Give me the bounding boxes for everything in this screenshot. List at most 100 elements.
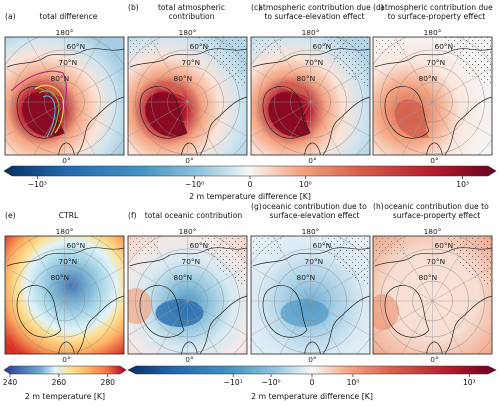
warm-anomaly (373, 294, 399, 330)
greenland-outline (16, 86, 62, 139)
map-frame (127, 235, 248, 355)
colorbar-ctrl-tick-label: 280 (101, 378, 116, 387)
contour-line (38, 90, 60, 136)
coastline (322, 96, 370, 155)
latitude-label: 70°N (305, 58, 324, 67)
map-panel-f: (f) total oceanic contribution 180° 60°N 70°… (127, 211, 248, 364)
longitude-label-0: 0° (430, 355, 438, 364)
greenland-outline (16, 285, 62, 338)
longitude-label-180: 180° (56, 28, 74, 37)
meridian-line (5, 300, 65, 336)
coastline (444, 96, 492, 155)
longitude-label-0: 0° (308, 355, 316, 364)
coastline (199, 295, 247, 354)
panel-title-line: surface-elevation effect (269, 211, 359, 220)
meridian-line (373, 300, 433, 336)
latitude-label: 80°N (51, 74, 70, 83)
coastline (181, 142, 198, 155)
map-area (373, 37, 492, 155)
map-frame (127, 36, 248, 156)
latitude-label: 60°N (313, 42, 332, 51)
map-area (5, 236, 124, 354)
colorbar-ctrl-bar (3, 365, 127, 375)
coastline (374, 247, 492, 267)
meridian-line (187, 67, 247, 103)
coastline (129, 48, 247, 68)
longitude-label-180: 180° (424, 227, 442, 236)
meridian-line (33, 101, 65, 155)
map-frame (250, 36, 371, 156)
map-frame (372, 36, 493, 156)
map-area (128, 37, 247, 155)
contour-line (42, 95, 56, 138)
latitude-label: 80°N (174, 74, 193, 83)
panel-letter: (h) (373, 202, 384, 211)
latitude-label: 70°N (59, 58, 78, 67)
coastline (76, 295, 124, 354)
meridian-line (279, 300, 311, 354)
contour-line (34, 84, 65, 134)
colorbar-top-bar (3, 165, 497, 177)
colorbar-bottom: −10¹ −10⁰ 0 10⁰ 10³ 2 m temperature differen… (127, 365, 497, 401)
panel-title-line: total atmospheric (158, 3, 225, 12)
warm-anomaly-core (268, 92, 311, 137)
coastline (6, 247, 124, 267)
latitude-label: 70°N (182, 58, 201, 67)
meridian-line (432, 67, 492, 103)
colorbar-ctrl-tick-label: 240 (3, 378, 18, 387)
latitude-label: 60°N (313, 241, 332, 250)
greenland-outline (262, 285, 308, 338)
panel-title-line: contribution (168, 12, 214, 21)
meridian-line (432, 266, 492, 302)
longitude-label-0: 0° (185, 156, 193, 165)
colorbar-bottom-tick-label: 10³ (463, 378, 476, 387)
coastline (304, 142, 321, 155)
meridian-line (5, 101, 65, 137)
longitude-label-0: 0° (62, 355, 70, 364)
panel-title-line: atmospheric contribution due (380, 3, 493, 12)
greenland-outline (262, 86, 308, 139)
panel-title-line: to surface-property effect (388, 12, 486, 21)
panel-title-line: to surface-elevation effect (264, 12, 364, 21)
panel-title-line: oceanic contribution due to (262, 202, 367, 211)
meridian-line (373, 266, 433, 302)
longitude-label-180: 180° (302, 28, 320, 37)
map-area (251, 37, 370, 155)
coastline (76, 96, 124, 155)
meridian-line (128, 67, 188, 103)
meridian-line (187, 300, 219, 354)
panel-letter: (c) (251, 3, 261, 12)
longitude-label-0: 0° (308, 156, 316, 165)
latitude-label: 60°N (67, 241, 86, 250)
panel-letter: (a) (5, 12, 16, 21)
colorbar-bottom-tick-label: −10⁰ (262, 378, 281, 387)
colorbar-ctrl-ticks: 240 260 280 (3, 374, 115, 387)
meridian-line (64, 101, 96, 155)
colorbar-ctrl-label: 2 m temperature [K] (25, 392, 105, 401)
coastline (426, 341, 443, 354)
meridian-line (251, 300, 311, 336)
meridian-line (187, 101, 247, 137)
longitude-label-180: 180° (56, 227, 74, 236)
significance-stipple (253, 39, 283, 55)
latitude-label: 80°N (419, 273, 438, 282)
meridian-line (64, 300, 124, 336)
meridian-line (187, 300, 247, 336)
longitude-label-0: 0° (185, 355, 193, 364)
colorbar-bottom-tick-label: −10¹ (224, 378, 243, 387)
colorbar-bottom-label: 2 m temperature difference [K] (251, 392, 373, 401)
colorbar-bottom-ticks: −10¹ −10⁰ 0 10⁰ 10³ (224, 374, 476, 387)
longitude-label-180: 180° (179, 227, 197, 236)
meridian-line (156, 101, 188, 155)
coastline (58, 341, 75, 354)
map-panel-g: (g) oceanic contribution due tosurface-el… (250, 202, 371, 364)
panels: (a) total difference180°60°N70°N80°N0°(b)… (4, 3, 493, 364)
colorbar-top-tick-label: 10⁰ (299, 180, 312, 189)
panel-letter: (f) (128, 211, 137, 220)
colorbar-bottom-bar (127, 365, 497, 375)
meridian-line (310, 300, 370, 336)
